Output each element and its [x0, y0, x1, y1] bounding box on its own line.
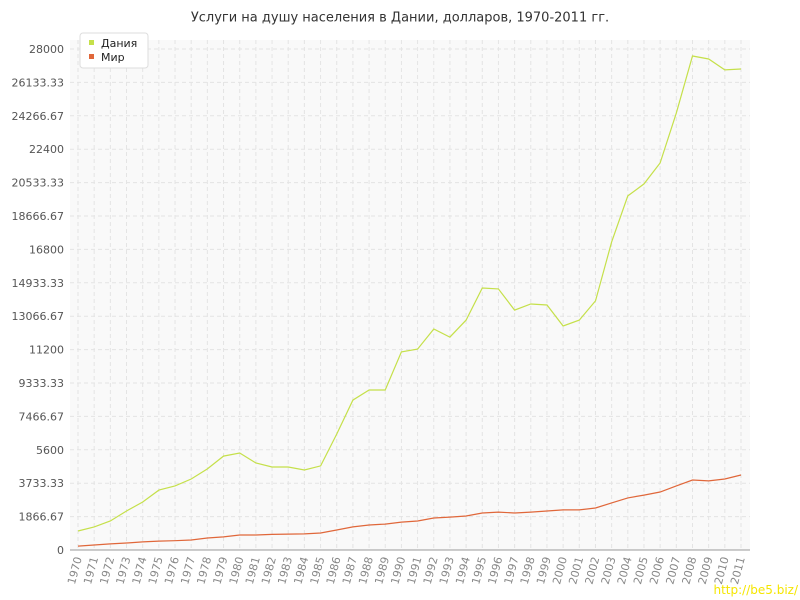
- legend-label: Дания: [101, 37, 137, 50]
- y-tick-label: 13066.67: [12, 310, 65, 323]
- y-tick-label: 14933.33: [12, 277, 65, 290]
- y-tick-label: 1866.67: [19, 511, 65, 524]
- y-tick-label: 0: [57, 544, 64, 557]
- y-tick-label: 18666.67: [12, 210, 65, 223]
- lines: [77, 55, 742, 547]
- series-line: [77, 474, 742, 547]
- legend-label: Мир: [101, 51, 125, 64]
- y-tick-label: 3733.33: [19, 477, 65, 490]
- y-tick-label: 20533.33: [12, 177, 65, 190]
- plot-area: [70, 40, 750, 550]
- grid: [70, 40, 750, 551]
- series-line: [77, 55, 742, 532]
- y-tick-label: 22400: [29, 143, 64, 156]
- legend: [79, 32, 149, 69]
- y-tick-label: 5600: [36, 444, 64, 457]
- legend-swatch: [89, 54, 94, 59]
- y-tick-label: 9333.33: [19, 377, 65, 390]
- legend-swatch: [89, 40, 94, 45]
- y-tick-label: 7466.67: [19, 410, 65, 423]
- watermark: http://be5.biz/: [713, 583, 798, 597]
- y-tick-label: 11200: [29, 344, 64, 357]
- chart-title: Услуги на душу населения в Дании, доллар…: [191, 11, 609, 26]
- y-tick-label: 24266.67: [12, 110, 65, 123]
- y-tick-label: 16800: [29, 243, 64, 256]
- y-tick-label: 26133.33: [12, 76, 65, 89]
- y-tick-label: 28000: [29, 43, 64, 56]
